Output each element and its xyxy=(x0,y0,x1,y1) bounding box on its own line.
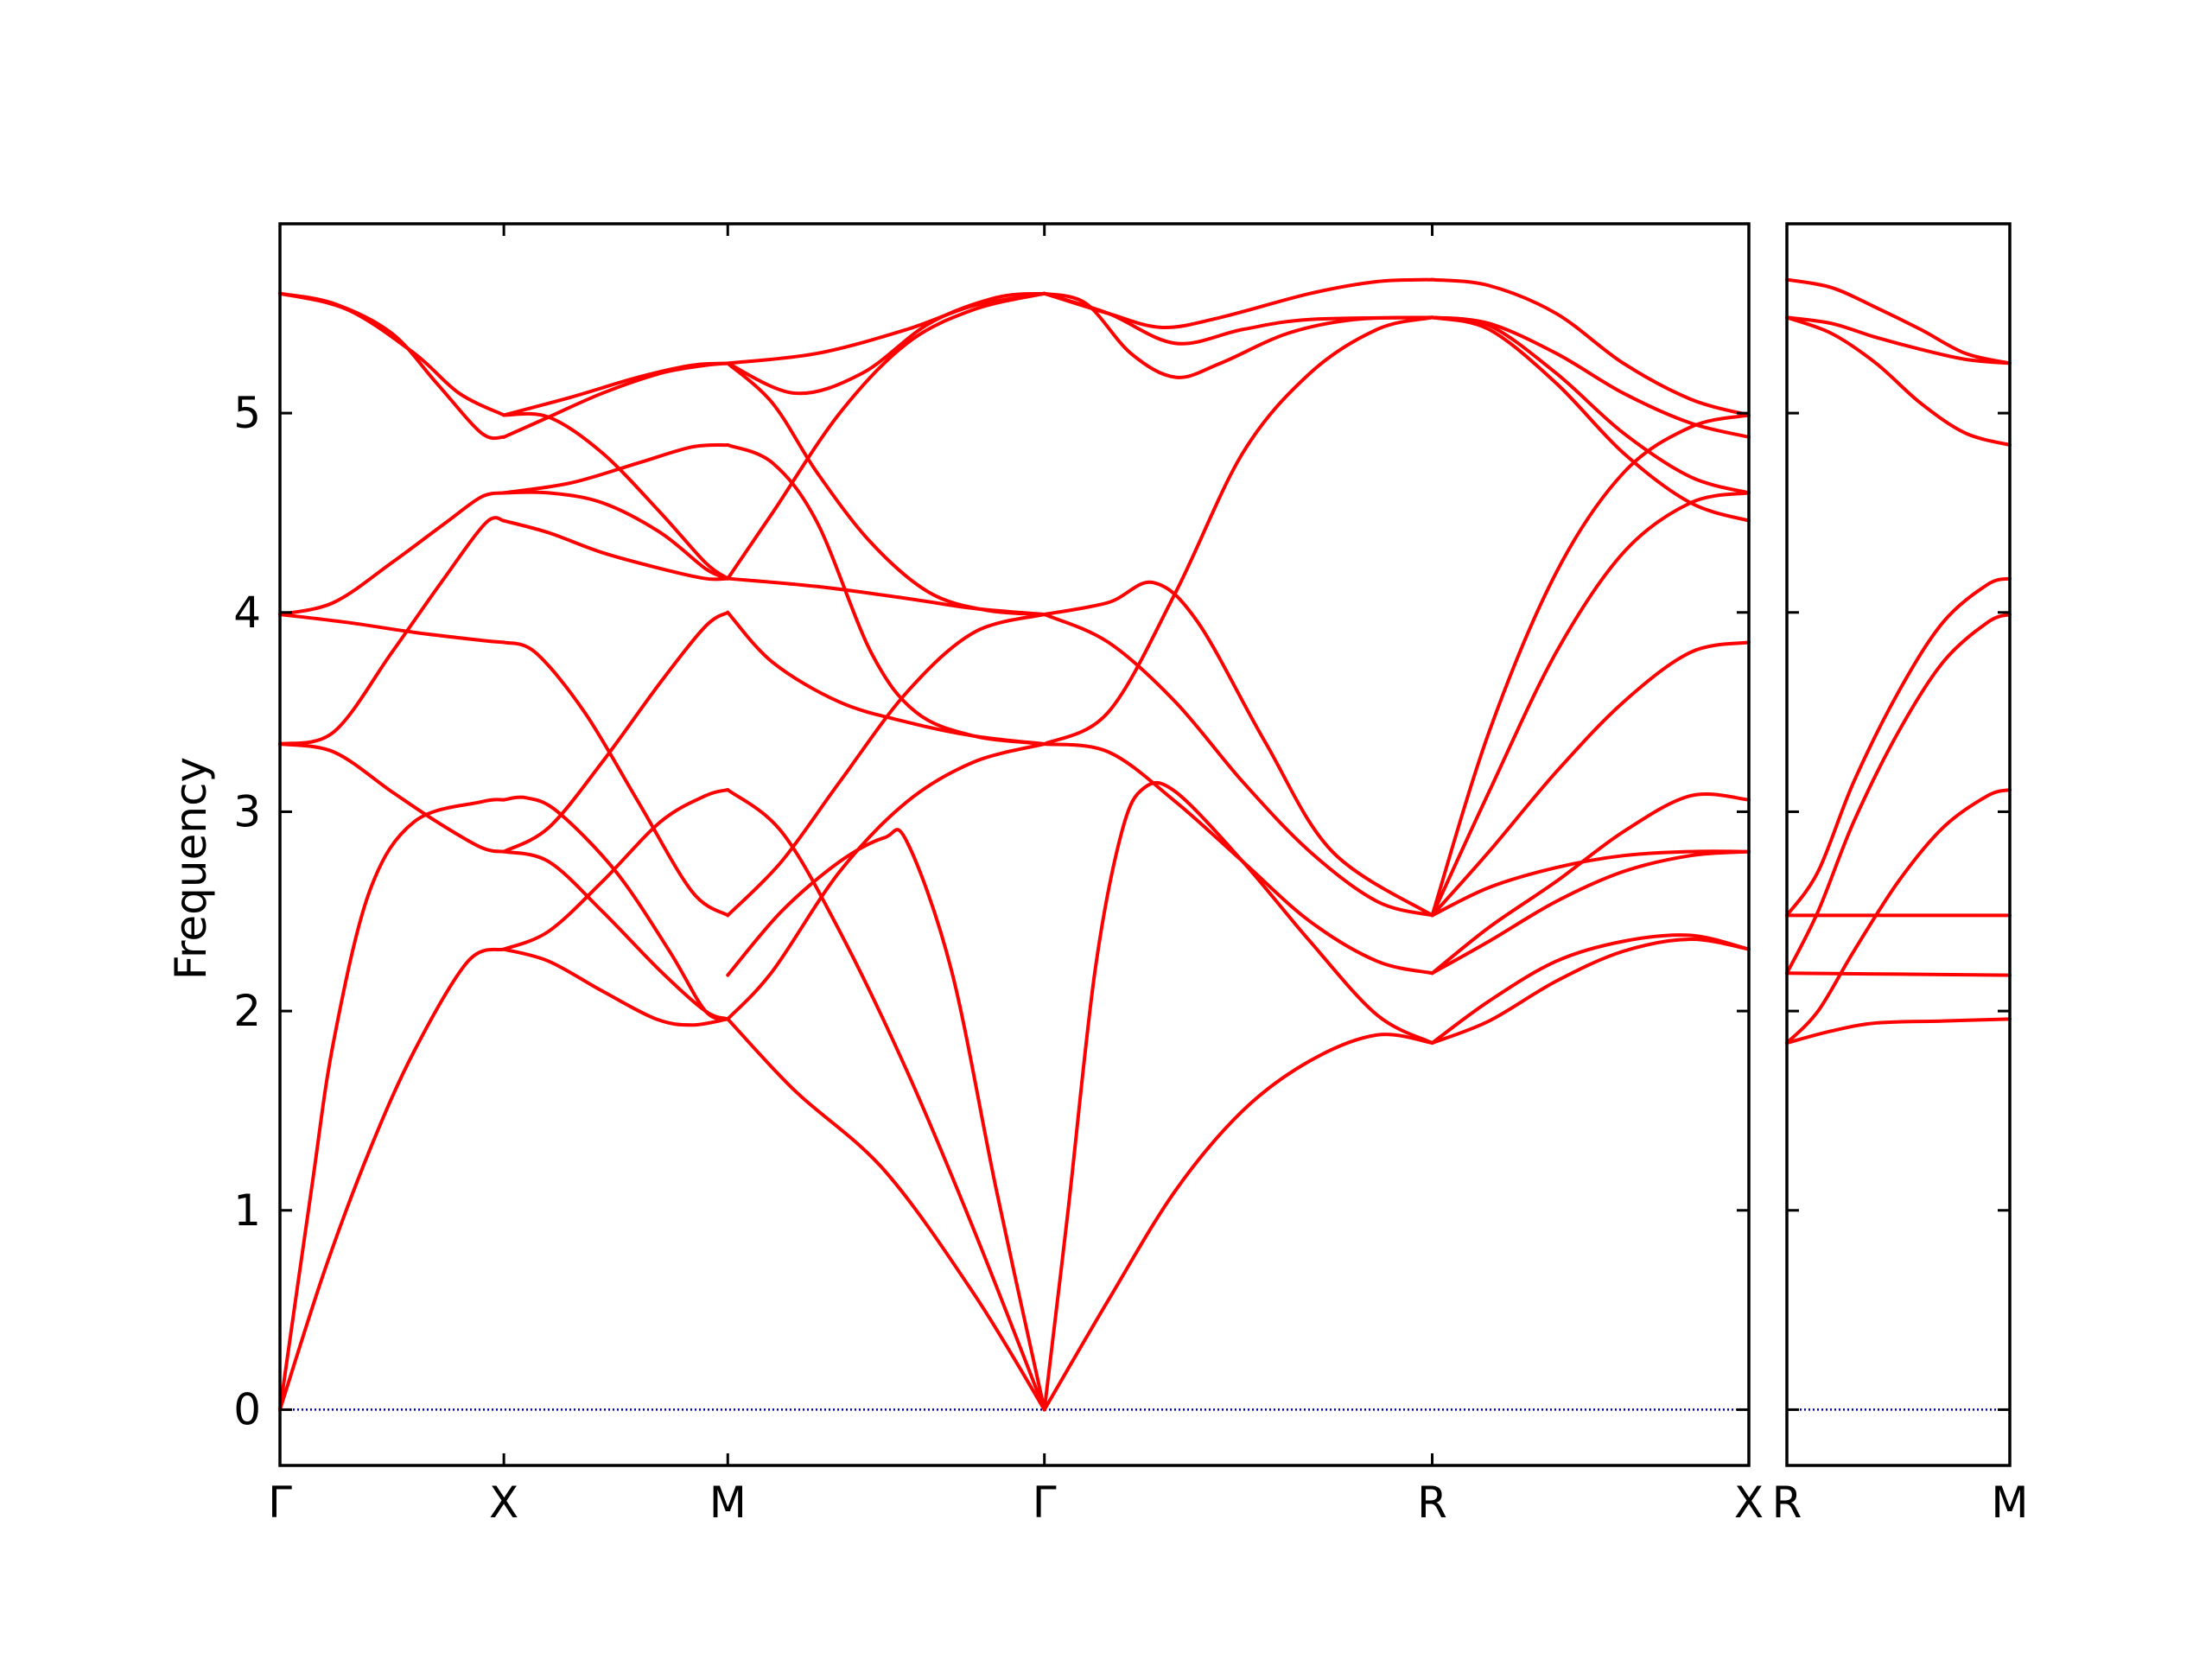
band-line-49 xyxy=(1430,413,1751,918)
band-line-25 xyxy=(726,613,1046,918)
band-line-7 xyxy=(278,291,506,441)
band-line-27 xyxy=(726,576,1046,617)
band-line-4 xyxy=(1785,788,2012,1045)
band-line-8 xyxy=(1785,315,2012,365)
band-line-1 xyxy=(1785,1017,2012,1045)
y-axis-label: Frequency xyxy=(166,757,216,980)
band-line-3 xyxy=(278,516,506,747)
band-line-6 xyxy=(1785,576,2012,918)
band-line-53 xyxy=(1430,277,1751,417)
band-line-2 xyxy=(278,947,506,1412)
x-tick-label: X xyxy=(489,1478,518,1528)
band-line-14 xyxy=(502,640,730,918)
x-tick-label: M xyxy=(709,1478,747,1528)
y-tick-label: 2 xyxy=(233,986,261,1036)
band-line-5 xyxy=(278,491,506,617)
band-line-36 xyxy=(1042,315,1434,747)
band-line-16 xyxy=(502,443,730,495)
band-line-10 xyxy=(502,947,730,1027)
x-tick-label: Γ xyxy=(1033,1478,1057,1528)
band-line-45 xyxy=(1430,849,1751,976)
band-line-29 xyxy=(726,291,1046,581)
band-line-33 xyxy=(1042,1033,1434,1412)
band-line-44 xyxy=(1430,792,1751,976)
band-line-50 xyxy=(1430,315,1751,523)
band-line-9 xyxy=(1785,277,2012,365)
band-line-23 xyxy=(726,788,1046,1412)
band-line-43 xyxy=(1430,933,1751,1045)
band-line-28 xyxy=(726,443,1046,747)
x-tick-label: R xyxy=(1772,1478,1802,1528)
band-line-21 xyxy=(726,1017,1046,1412)
band-line-8 xyxy=(278,291,506,417)
band-line-15 xyxy=(502,518,730,582)
band-line-19 xyxy=(502,411,730,581)
band-line-13 xyxy=(502,610,730,854)
y-tick-label: 3 xyxy=(233,786,261,836)
band-line-17 xyxy=(502,490,730,581)
plot-frame xyxy=(1785,222,2012,1467)
band-line-24 xyxy=(726,742,1046,1021)
plot-frame xyxy=(278,222,1751,1467)
band-line-1 xyxy=(278,798,506,1412)
band-line-4 xyxy=(278,742,506,854)
y-tick-label: 1 xyxy=(233,1185,261,1236)
band-line-37 xyxy=(1042,580,1434,918)
x-tick-label: X xyxy=(1734,1478,1764,1528)
band-line-7 xyxy=(1785,315,2012,448)
band-line-42 xyxy=(1430,938,1751,1045)
y-tick-labels: 0 1 2 3 4 5 xyxy=(233,388,261,1434)
band-line-35 xyxy=(1042,742,1434,976)
band-line-18 xyxy=(502,361,730,439)
band-line-12 xyxy=(502,849,730,1021)
band-line-6 xyxy=(278,613,506,645)
band-line-2 xyxy=(1785,971,2012,977)
band-line-41 xyxy=(1042,291,1434,346)
band-line-38 xyxy=(1042,613,1434,918)
y-tick-label: 4 xyxy=(233,588,261,638)
band-line-30 xyxy=(726,361,1046,617)
band-line-20 xyxy=(502,361,730,417)
band-line-51 xyxy=(1430,315,1751,495)
band-line-32 xyxy=(726,291,1046,396)
band-line-39 xyxy=(1042,291,1434,379)
y-tick-label: 0 xyxy=(233,1384,261,1434)
band-line-52 xyxy=(1430,315,1751,439)
band-line-31 xyxy=(726,291,1046,365)
band-line-9 xyxy=(502,795,730,1021)
band-line-5 xyxy=(1785,613,2012,976)
y-tick-label: 5 xyxy=(233,388,261,438)
x-tick-label: Γ xyxy=(268,1478,292,1528)
band-line-46 xyxy=(1430,849,1751,918)
band-line-47 xyxy=(1430,640,1751,918)
band-line-34 xyxy=(1042,780,1434,1412)
band-line-22 xyxy=(726,828,1046,1412)
x-tick-label: M xyxy=(1991,1478,2028,1528)
x-tick-label: R xyxy=(1417,1478,1447,1528)
band-line-11 xyxy=(502,788,730,951)
